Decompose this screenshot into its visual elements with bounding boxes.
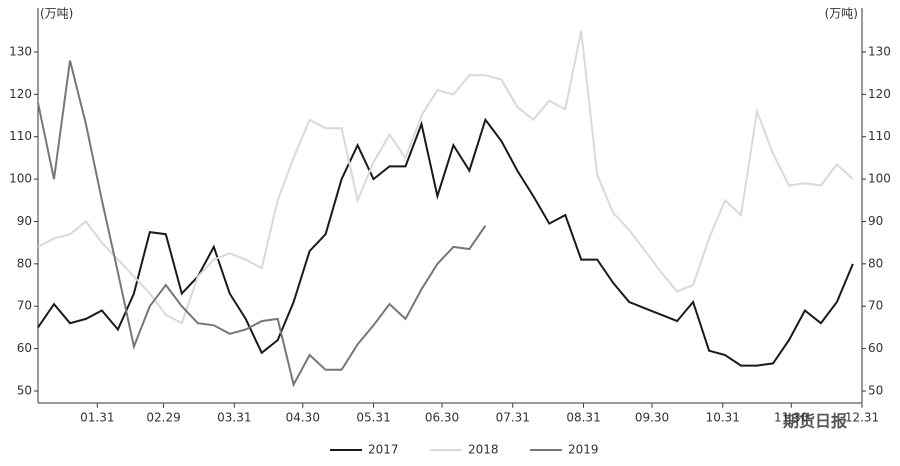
x-tick-label: 12.31 xyxy=(845,411,879,425)
y-tick-label: 110 xyxy=(9,129,32,143)
watermark: 期货日报 xyxy=(783,412,847,431)
unit-left: (万吨) xyxy=(40,7,73,21)
x-tick-label: 08.31 xyxy=(566,411,600,425)
y-tick-label: 50 xyxy=(17,383,32,397)
series-line xyxy=(37,117,854,367)
x-tick-label: 02.29 xyxy=(146,411,180,425)
x-tick-label: 03.31 xyxy=(217,411,251,425)
x-tick-label: 07.31 xyxy=(496,411,530,425)
x-tick-label: 06.30 xyxy=(425,411,459,425)
y2-tick-label: 130 xyxy=(868,44,891,58)
series-line xyxy=(37,30,854,325)
legend-label: 2019 xyxy=(568,443,599,457)
x-tick-label: 11.30 xyxy=(774,411,808,425)
y-tick-label: 90 xyxy=(17,214,32,228)
y2-tick-label: 70 xyxy=(868,299,883,313)
y2-tick-label: 90 xyxy=(868,214,883,228)
y-tick-label: 130 xyxy=(9,44,32,58)
y2-tick-label: 80 xyxy=(868,256,883,270)
y2-tick-label: 110 xyxy=(868,129,891,143)
y-tick-label: 100 xyxy=(9,172,32,186)
x-tick-label: 09.30 xyxy=(635,411,669,425)
y2-tick-label: 120 xyxy=(868,87,891,101)
unit-right: (万吨) xyxy=(825,7,858,21)
y2-tick-label: 60 xyxy=(868,341,883,355)
x-tick-label: 01.31 xyxy=(80,411,114,425)
y-tick-label: 60 xyxy=(17,341,32,355)
y2-tick-label: 100 xyxy=(868,172,891,186)
y-tick-label: 70 xyxy=(17,299,32,313)
legend-label: 2018 xyxy=(468,443,499,457)
y2-tick-label: 50 xyxy=(868,383,883,397)
legend-label: 2017 xyxy=(368,443,399,457)
x-tick-label: 04.30 xyxy=(286,411,320,425)
y-tick-label: 80 xyxy=(17,256,32,270)
x-tick-label: 05.31 xyxy=(356,411,390,425)
x-tick-label: 10.31 xyxy=(706,411,740,425)
y-tick-label: 120 xyxy=(9,87,32,101)
series-line xyxy=(37,60,487,388)
